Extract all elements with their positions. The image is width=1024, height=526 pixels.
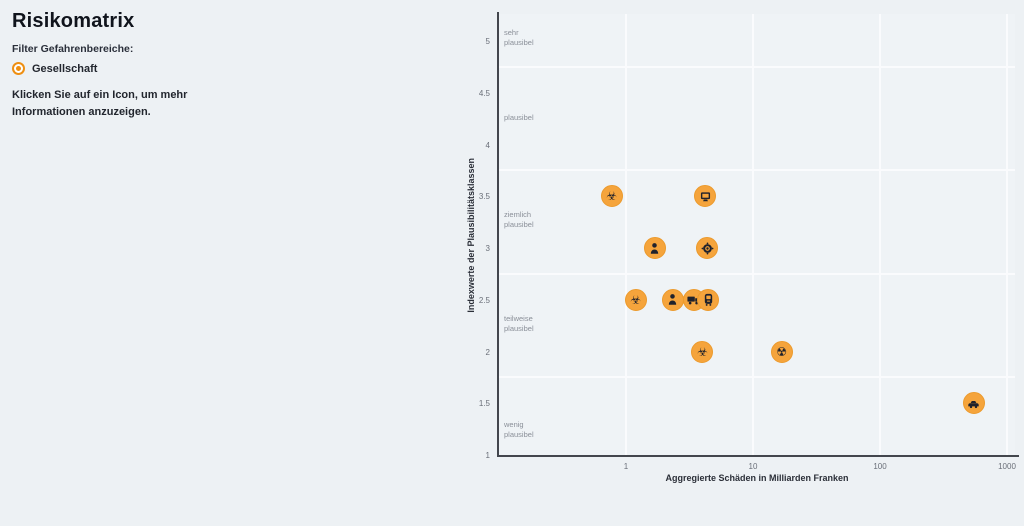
page-title: Risikomatrix [12, 10, 135, 32]
y-tick-label: 4 [485, 140, 490, 150]
gridline-horizontal [499, 376, 1015, 379]
gridline-vertical [879, 14, 881, 456]
radiation-icon[interactable]: ☢ [770, 340, 793, 363]
radiation-glyph: ☢ [776, 344, 787, 359]
plausibility-band-label: plausibel [504, 112, 534, 122]
biohazard-glyph: ☣ [630, 292, 641, 307]
gridline-vertical [625, 14, 627, 456]
x-tick-label: 1000 [998, 462, 1016, 471]
radio-icon[interactable] [12, 62, 25, 75]
y-tick-label: 1.5 [478, 399, 490, 409]
y-tick-label: 1 [485, 451, 490, 460]
y-tick-label: 2 [485, 347, 490, 357]
plausibility-band-label: wenig plausibel [504, 420, 534, 440]
monitor-icon[interactable] [694, 185, 717, 208]
biohazard-icon[interactable]: ☣ [624, 288, 647, 311]
filter-radio-gesellschaft[interactable]: Gesellschaft [12, 62, 312, 75]
biohazard-icon[interactable]: ☣ [691, 340, 714, 363]
y-axis-line [497, 12, 499, 457]
x-tick-label: 10 [748, 462, 758, 471]
x-tick-label: 1 [623, 462, 629, 471]
tram-icon[interactable] [697, 288, 720, 311]
y-tick-label: 3 [485, 244, 490, 253]
y-tick-label: 2.5 [478, 295, 490, 305]
y-tick-label: 5 [485, 37, 490, 46]
gridline-vertical [752, 14, 754, 456]
plausibility-band-label: ziemlich plausibel [504, 209, 534, 230]
x-tick-label: 100 [873, 462, 887, 471]
radio-label: Gesellschaft [32, 62, 98, 75]
x-axis-line [497, 455, 1019, 457]
gridline-vertical [1006, 14, 1008, 456]
y-axis-title: Indexwerte der Plausibilitätsklassen [466, 157, 476, 313]
gridline-horizontal [499, 65, 1015, 68]
virus-icon[interactable] [696, 237, 719, 259]
instruction-text: Klicken Sie auf ein Icon, um mehr Inform… [12, 89, 188, 119]
car-icon[interactable] [962, 392, 985, 415]
filter-label: Filter Gefahrenbereiche: [12, 43, 134, 55]
info-panel: Risikomatrix Filter Gefahrenbereiche: Ge… [12, 10, 312, 121]
person-icon[interactable] [661, 288, 684, 311]
y-tick-label: 3.5 [478, 192, 490, 202]
plot-area [499, 14, 1015, 456]
biohazard-glyph: ☣ [606, 189, 617, 204]
biohazard-icon[interactable]: ☣ [600, 185, 623, 208]
y-tick-label: 4.5 [478, 88, 490, 98]
x-axis-title: Aggregierte Schäden in Milliarden Franke… [665, 473, 849, 483]
person-icon[interactable] [643, 237, 666, 259]
biohazard-glyph: ☣ [697, 344, 708, 359]
plausibility-band-label: sehr plausibel [504, 27, 534, 47]
gridline-horizontal [499, 169, 1015, 172]
plausibility-band-label: teilweise plausibel [504, 313, 534, 333]
gridline-horizontal [499, 272, 1015, 275]
